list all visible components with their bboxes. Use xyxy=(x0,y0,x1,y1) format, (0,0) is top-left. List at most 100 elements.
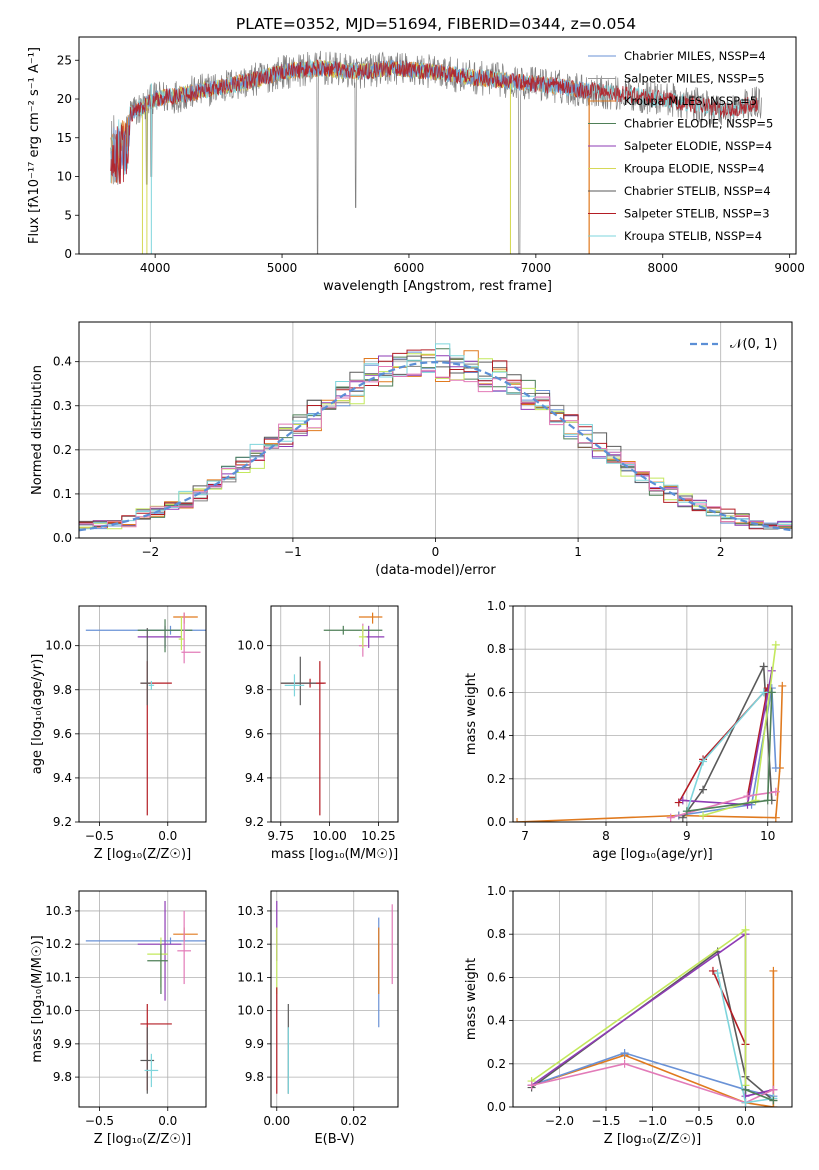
axes-frame xyxy=(78,321,793,539)
x-tick-label: 9000 xyxy=(774,261,805,275)
axes-frame xyxy=(78,890,207,1108)
age_vs_mass-errorbars xyxy=(280,612,385,816)
mass_vs_Z-errorbars xyxy=(85,900,206,1094)
data-point-marker xyxy=(743,792,752,801)
y-tick-label: 0.2 xyxy=(53,443,72,457)
x-tick-label: 0.00 xyxy=(263,1114,290,1128)
y-tick-label: 0.0 xyxy=(487,1100,506,1114)
spectrum-series xyxy=(110,50,762,254)
axes-frame xyxy=(78,605,207,823)
x-axis-label: (data-model)/error xyxy=(375,563,496,578)
data-point-marker xyxy=(527,1081,536,1090)
data-point-marker xyxy=(513,818,522,822)
data-point-marker xyxy=(682,807,691,816)
data-point-marker xyxy=(771,813,780,822)
x-tick-label: 2 xyxy=(717,545,725,559)
data-point-marker xyxy=(763,796,772,805)
data-point-marker xyxy=(771,764,780,772)
y-tick-label: 9.6 xyxy=(53,727,72,741)
y-tick-label: 10.0 xyxy=(237,639,264,653)
x-axis-label: Z [log₁₀(Z/Z☉)] xyxy=(604,1132,701,1147)
x-axis-label: Z [log₁₀(Z/Z☉)] xyxy=(94,1132,191,1147)
y-axis-label: mass weight xyxy=(464,673,479,755)
mass_vs_Z-axes: −0.5 0.0 9.8 9.9 10.0 10.1 10.2 10.3 Z [log₁₀(Z/… xyxy=(30,891,206,1147)
x-tick-label: 10.00 xyxy=(312,829,346,843)
y-tick-label: 10.0 xyxy=(45,1004,72,1018)
data-point-marker xyxy=(771,787,780,796)
y-tick-label: 0.8 xyxy=(487,927,506,941)
x-tick-label: −0.5 xyxy=(684,1114,713,1128)
x-axis-label: mass [log₁₀(M/M☉)] xyxy=(271,847,398,862)
x-tick-label: −1.0 xyxy=(638,1114,667,1128)
y-tick-label: 0.8 xyxy=(487,642,506,656)
y-tick-label: 9.9 xyxy=(53,1037,72,1051)
y-tick-label: 9.8 xyxy=(245,683,264,697)
data-point-marker xyxy=(751,796,760,805)
gaussian-curve xyxy=(79,360,792,532)
y-tick-label: 10.2 xyxy=(45,937,72,951)
x-tick-label: −1.5 xyxy=(591,1114,620,1128)
data-point-marker xyxy=(713,969,722,978)
age_vs_Z-axes: −0.5 0.0 9.2 9.4 9.6 9.8 10.0 Z [log₁₀(Z/Z☉)] ag… xyxy=(30,606,206,862)
x-tick-label: 0.0 xyxy=(158,1114,177,1128)
data-point-marker xyxy=(741,925,750,934)
mass-weight-line xyxy=(686,691,765,812)
data-point-marker xyxy=(769,966,778,975)
y-tick-label: 0 xyxy=(64,247,72,261)
x-tick-label: 8 xyxy=(602,829,610,843)
legend-label: Chabrier STELIB, NSSP=4 xyxy=(624,184,771,198)
y-axis-label: age [log₁₀(age/yr)] xyxy=(30,654,45,775)
x-tick-label: 10 xyxy=(760,829,775,843)
y-tick-label: 9.2 xyxy=(53,815,72,829)
y-tick-label: 0.2 xyxy=(487,1057,506,1071)
x-tick-label: −0.5 xyxy=(85,1114,114,1128)
y-tick-label: 0.3 xyxy=(53,399,72,413)
y-tick-label: 9.2 xyxy=(245,815,264,829)
spectrum-axes: 4000 5000 6000 7000 8000 9000 0 5 10 15 20 25 wavele… xyxy=(27,47,805,294)
y-axis-label: Normed distribution xyxy=(30,365,45,495)
data-point-marker xyxy=(741,1085,750,1094)
y-tick-label: 9.9 xyxy=(245,1037,264,1051)
x-tick-label: −0.5 xyxy=(85,829,114,843)
data-point-marker xyxy=(771,640,780,649)
legend-label: Chabrier MILES, NSSP=4 xyxy=(624,49,766,63)
x-axis-label: age [log₁₀(age/yr)] xyxy=(592,847,713,862)
y-tick-label: 25 xyxy=(57,53,72,67)
data-point-marker xyxy=(778,681,787,690)
y-tick-label: 9.8 xyxy=(53,1070,72,1084)
legend-label: Salpeter MILES, NSSP=5 xyxy=(624,72,765,86)
x-axis-label: wavelength [Angstrom, rest frame] xyxy=(323,279,552,294)
histogram-step xyxy=(79,343,792,530)
histogram-step xyxy=(79,353,792,530)
data-point-marker xyxy=(678,796,687,805)
axes-frame xyxy=(512,890,793,1108)
y-tick-label: 9.6 xyxy=(245,727,264,741)
data-point-marker xyxy=(767,688,776,697)
x-tick-label: 7 xyxy=(521,829,529,843)
y-tick-label: 10.3 xyxy=(45,904,72,918)
y-tick-label: 0.1 xyxy=(53,487,72,501)
x-tick-label: 0.02 xyxy=(340,1114,367,1128)
massweight_vs_Z-axes: −2.0 −1.5 −1.0 −0.5 0.0 0.0 0.2 0.4 0.6 0.8 1.0 Z [… xyxy=(464,884,792,1147)
y-tick-label: 10.3 xyxy=(237,904,264,918)
residual-legend: 𝒩(0, 1) xyxy=(690,337,777,352)
x-tick-label: 0 xyxy=(432,545,440,559)
data-point-marker xyxy=(769,1096,778,1105)
y-tick-label: 0.4 xyxy=(53,355,72,369)
data-point-marker xyxy=(620,1059,629,1068)
y-tick-label: 10.1 xyxy=(237,970,264,984)
data-point-marker xyxy=(674,798,683,807)
x-tick-label: 1 xyxy=(574,545,582,559)
histogram-step xyxy=(79,355,792,529)
mass-weight-line xyxy=(678,687,777,817)
data-point-marker xyxy=(759,688,768,697)
axes-frame xyxy=(270,605,399,823)
data-point-marker xyxy=(699,785,708,794)
y-tick-label: 5 xyxy=(64,208,72,222)
legend-label: Kroupa MILES, NSSP=5 xyxy=(624,94,757,108)
spectrum-model-line xyxy=(110,59,759,184)
y-tick-label: 0.0 xyxy=(53,531,72,545)
x-tick-label: 0.0 xyxy=(736,1114,755,1128)
data-point-marker xyxy=(759,662,768,671)
